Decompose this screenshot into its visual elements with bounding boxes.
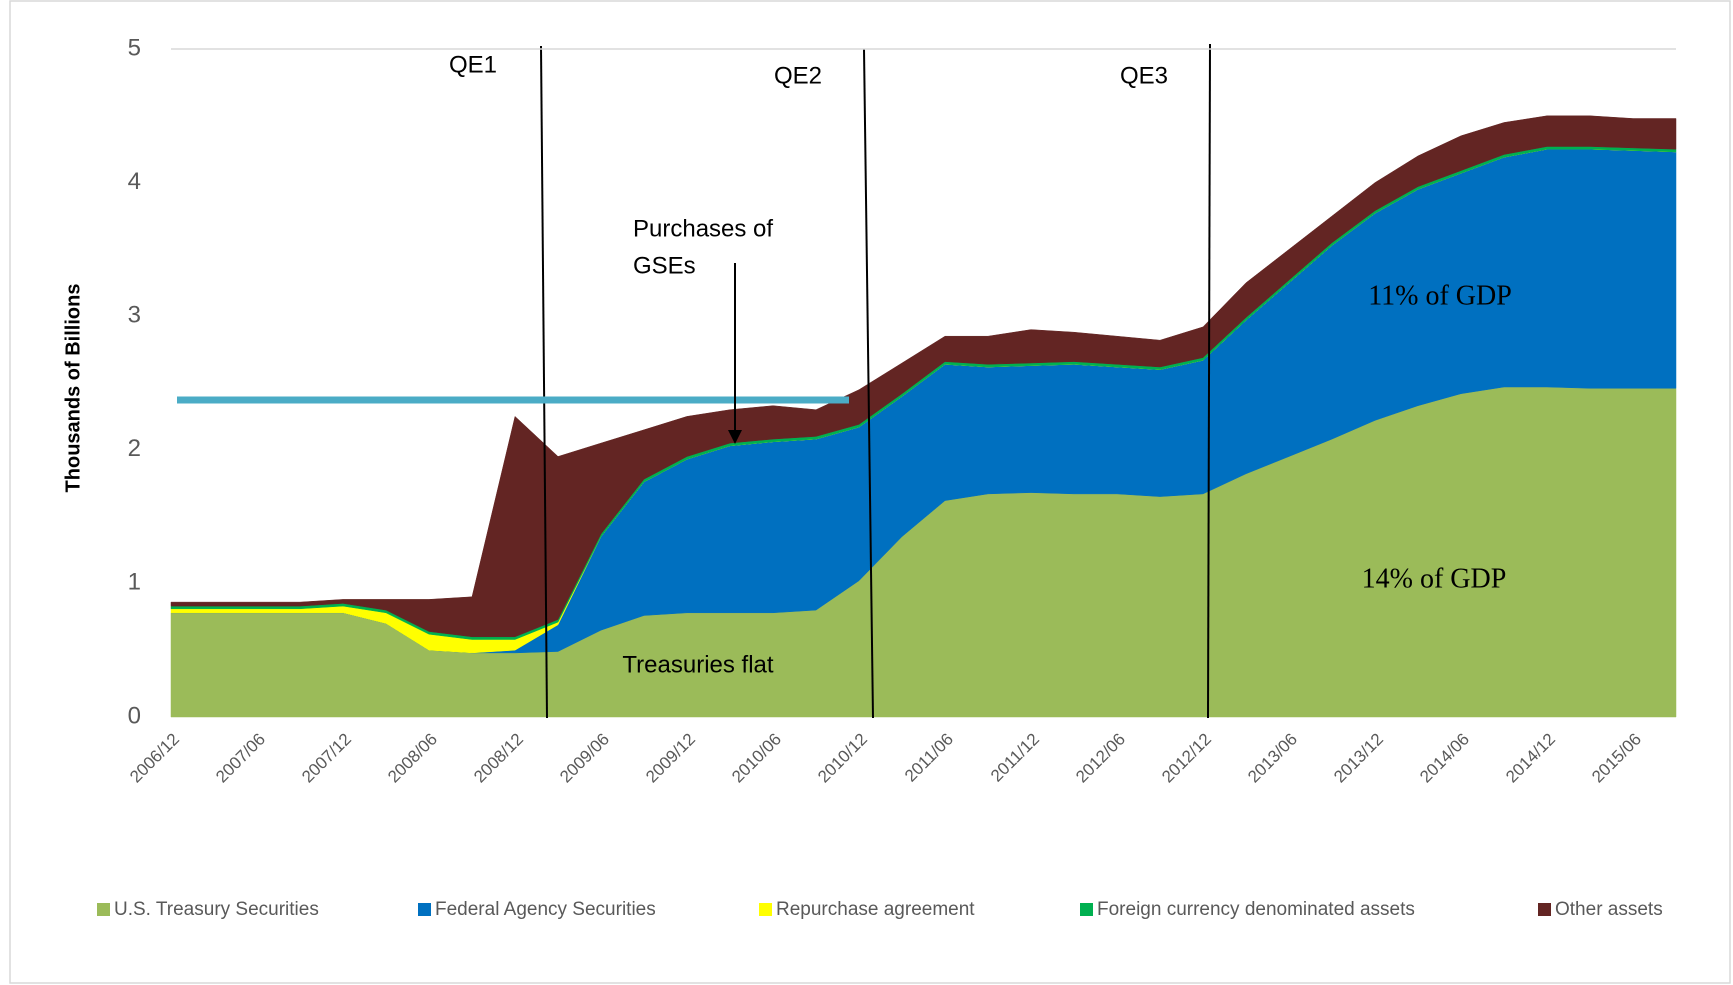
qe3-line: [1207, 43, 1211, 719]
y-tick-label: 4: [128, 168, 141, 195]
x-tick-label: 2012/12: [1158, 730, 1215, 787]
legend-label: U.S. Treasury Securities: [114, 899, 319, 920]
legend-swatch: [1538, 903, 1551, 916]
x-tick-label: 2009/12: [642, 730, 699, 787]
annotation: 14% of GDP: [1362, 563, 1507, 594]
legend-swatch: [759, 903, 772, 916]
x-tick-label: 2007/12: [298, 730, 355, 787]
x-tick-label: 2011/06: [901, 730, 957, 786]
area: [170, 115, 1677, 638]
x-tick-label: 2009/06: [556, 730, 613, 787]
legend-label: Foreign currency denominated assets: [1097, 899, 1415, 920]
x-tick-label: 2015/06: [1588, 730, 1645, 787]
annotation: 11% of GDP: [1368, 280, 1512, 311]
y-tick-label: 3: [128, 302, 141, 329]
annotation: Treasuries flat: [622, 651, 773, 678]
annotation: QE1: [449, 51, 497, 78]
y-tick-label: 1: [128, 569, 141, 596]
legend-label: Federal Agency Securities: [435, 899, 656, 920]
y-tick-label: 0: [128, 702, 141, 729]
annotation: QE2: [774, 62, 822, 89]
qe1-line: [540, 45, 548, 719]
annotation: QE3: [1120, 62, 1168, 89]
annotation: Purchases of: [633, 215, 773, 242]
legend-swatch: [418, 903, 431, 916]
x-tick-label: 2012/06: [1072, 730, 1129, 787]
y-axis-label: Thousands of Billions: [62, 284, 84, 493]
x-tick-label: 2014/06: [1416, 730, 1473, 787]
x-tick-label: 2008/06: [384, 730, 441, 787]
x-tick-label: 2011/12: [987, 730, 1043, 786]
y-tick-label: 5: [128, 34, 141, 61]
x-tick-label: 2013/06: [1244, 730, 1301, 787]
x-tick-label: 2014/12: [1502, 730, 1559, 787]
annotations: QE1 QE2 QE3 Purchases of GSEs Treasuries…: [177, 43, 1512, 719]
x-tick-label: 2007/06: [212, 730, 269, 787]
legend-swatch: [97, 903, 110, 916]
y-tick-label: 2: [128, 435, 141, 462]
x-tick-label: 2013/12: [1330, 730, 1387, 787]
plot: [170, 115, 1677, 718]
annotation: GSEs: [633, 252, 696, 279]
legend-swatch: [1080, 903, 1093, 916]
qe2-line: [863, 48, 874, 719]
x-tick-label: 2010/12: [814, 730, 871, 787]
chart-frame: [9, 0, 1731, 984]
legend-label: Other assets: [1555, 899, 1663, 920]
x-tick-label: 2006/12: [126, 730, 183, 787]
x-tick-label: 2010/06: [728, 730, 785, 787]
gse-arrowhead: [728, 430, 742, 444]
legend-label: Repurchase agreement: [776, 899, 975, 920]
x-tick-label: 2008/12: [470, 730, 527, 787]
